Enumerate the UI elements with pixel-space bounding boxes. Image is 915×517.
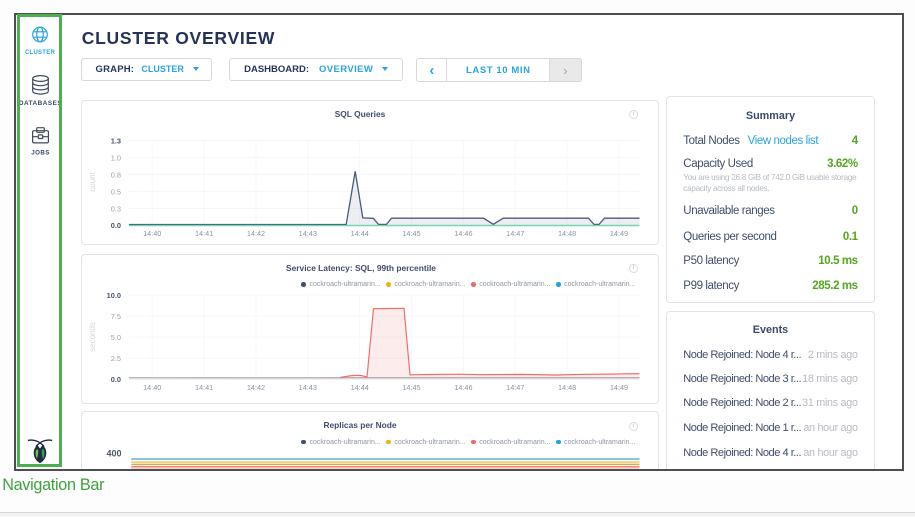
svg-text:14:40: 14:40	[143, 229, 161, 238]
svg-text:count: count	[87, 171, 96, 191]
svg-text:14:44: 14:44	[350, 229, 368, 238]
svg-text:14:46: 14:46	[454, 383, 472, 392]
svg-text:400: 400	[106, 448, 121, 458]
svg-text:DATABASES: DATABASES	[19, 100, 63, 107]
svg-text:1.0: 1.0	[110, 153, 120, 162]
svg-text:14:48: 14:48	[557, 383, 575, 392]
svg-text:CLUSTER: CLUSTER	[25, 50, 56, 56]
svg-text:1.3: 1.3	[110, 136, 120, 145]
svg-text:14:43: 14:43	[298, 229, 316, 238]
svg-text:seconds: seconds	[87, 322, 96, 352]
svg-text:14:47: 14:47	[506, 229, 524, 238]
svg-text:14:46: 14:46	[454, 229, 472, 238]
svg-text:2.5: 2.5	[110, 354, 120, 363]
svg-text:14:41: 14:41	[194, 229, 212, 238]
svg-text:14:49: 14:49	[609, 383, 627, 392]
svg-text:14:48: 14:48	[557, 229, 575, 238]
svg-text:14:41: 14:41	[194, 383, 212, 392]
svg-text:14:40: 14:40	[143, 383, 161, 392]
svg-text:10.0: 10.0	[106, 291, 120, 300]
svg-text:14:43: 14:43	[298, 383, 316, 392]
svg-text:14:42: 14:42	[246, 229, 264, 238]
svg-text:14:47: 14:47	[506, 383, 524, 392]
svg-text:14:44: 14:44	[350, 383, 368, 392]
svg-text:5.0: 5.0	[110, 333, 120, 342]
svg-text:JOBS: JOBS	[31, 149, 49, 156]
svg-text:0.8: 0.8	[110, 170, 120, 179]
svg-text:7.5: 7.5	[110, 312, 120, 321]
svg-text:0.5: 0.5	[110, 187, 120, 196]
svg-text:14:45: 14:45	[402, 383, 420, 392]
svg-text:0.0: 0.0	[110, 221, 120, 230]
svg-text:0.3: 0.3	[110, 204, 120, 213]
svg-text:14:42: 14:42	[246, 383, 264, 392]
svg-text:14:49: 14:49	[609, 229, 627, 238]
svg-text:14:45: 14:45	[402, 229, 420, 238]
svg-text:0.0: 0.0	[110, 375, 120, 384]
